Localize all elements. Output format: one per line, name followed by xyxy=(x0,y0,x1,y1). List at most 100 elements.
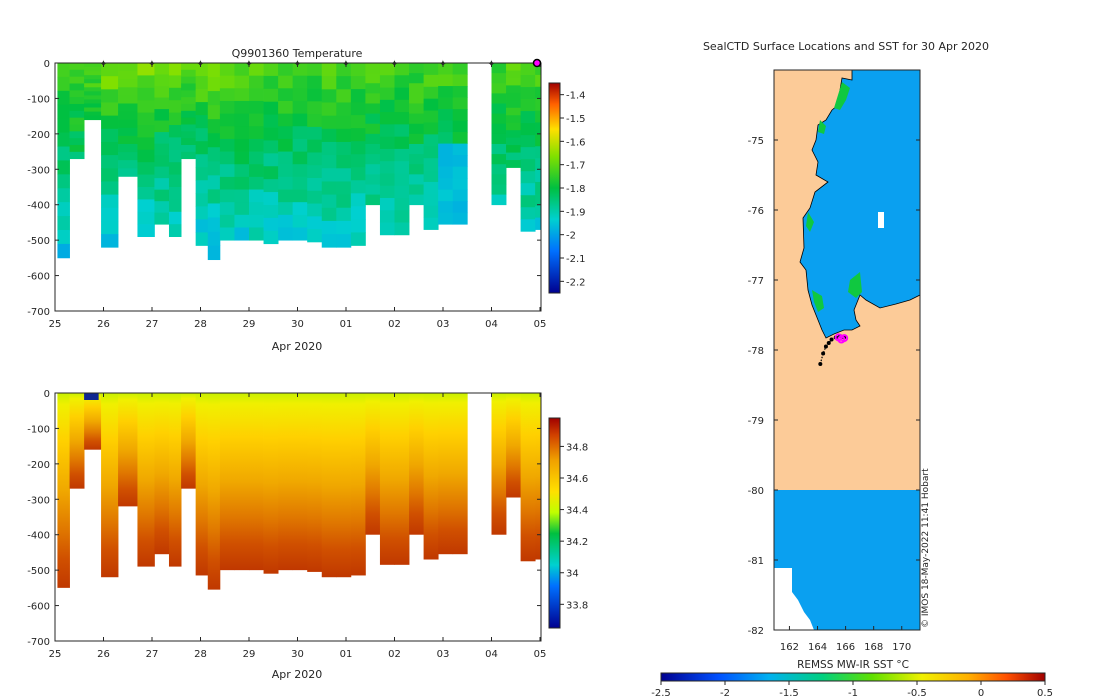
temperature-cell xyxy=(207,217,221,232)
temperature-cell xyxy=(350,206,366,220)
y-tick-label: -400 xyxy=(27,531,50,542)
temperature-cell xyxy=(409,103,424,115)
temperature-cell xyxy=(137,187,155,200)
temperature-cell xyxy=(137,224,155,237)
temperature-cell xyxy=(452,166,468,179)
temperature-cell xyxy=(409,164,424,175)
temperature-cell xyxy=(154,74,170,87)
temperature-cell xyxy=(84,71,102,76)
temperature-cell xyxy=(168,137,182,151)
temperature-cell xyxy=(336,76,352,90)
temperature-cell xyxy=(249,214,264,228)
y-tick-label: -700 xyxy=(27,307,50,318)
temperature-cell xyxy=(154,63,170,75)
temperature-cell xyxy=(219,164,235,178)
temperature-cell xyxy=(379,161,395,174)
temperature-cell xyxy=(292,100,308,115)
temperature-cell xyxy=(195,76,209,90)
temperature-cell xyxy=(278,88,294,102)
temperature-cell xyxy=(506,115,521,124)
temperature-cell xyxy=(249,189,264,203)
temperature-cell xyxy=(219,75,235,89)
temperature-cell xyxy=(278,63,294,77)
temperature-cell xyxy=(520,207,536,220)
temperature-cell xyxy=(101,194,119,209)
temperature-cell xyxy=(278,113,294,127)
temperature-cell xyxy=(118,168,138,177)
temperature-cell xyxy=(350,154,366,168)
salinity-profile xyxy=(249,393,264,571)
temperature-cell xyxy=(57,146,70,161)
temperature-cell xyxy=(181,76,197,84)
temperature-cell xyxy=(101,168,119,182)
temperature-cell xyxy=(423,170,439,183)
temperature-cell xyxy=(438,74,454,87)
temperature-cell xyxy=(394,222,410,236)
temperature-cell xyxy=(379,75,395,88)
temperature-cell xyxy=(336,102,352,117)
temperature-cell xyxy=(506,92,521,101)
map-surface-marker xyxy=(840,334,849,343)
surface-marker: ✦ xyxy=(487,59,495,70)
temperature-cell xyxy=(535,134,541,147)
temperature-cell xyxy=(365,174,381,185)
temperature-cell xyxy=(168,87,182,101)
colorbar-tick-label: 34.4 xyxy=(566,506,588,517)
temperature-cell xyxy=(195,193,209,207)
temperature-cell xyxy=(350,63,366,77)
temperature-cell xyxy=(292,138,308,152)
temperature-cell xyxy=(438,201,454,214)
temperature-cell xyxy=(292,227,308,241)
map-x-tick-label: 170 xyxy=(892,642,911,653)
temperature-cell xyxy=(207,77,221,92)
temperature-cell xyxy=(452,109,468,121)
colorbar-tick-label: -1.5 xyxy=(566,114,586,125)
temperature-cell xyxy=(101,128,119,143)
temperature-cell xyxy=(207,91,221,106)
temperature-cell xyxy=(409,123,424,135)
temperature-cell xyxy=(292,164,308,178)
temperature-cell xyxy=(452,212,468,225)
temperature-cell xyxy=(278,227,294,241)
temperature-cell xyxy=(101,220,119,235)
temperature-cell xyxy=(365,63,381,74)
temperature-cell xyxy=(69,124,85,132)
y-tick-label: -400 xyxy=(27,201,50,212)
temperature-cell xyxy=(491,73,507,84)
temperature-cell xyxy=(520,147,536,160)
temperature-cell xyxy=(101,141,119,156)
temperature-cell xyxy=(137,199,155,213)
temperature-cell xyxy=(452,132,468,144)
temperature-cell xyxy=(263,101,279,116)
temperature-cell xyxy=(506,107,521,116)
temperature-cell xyxy=(491,184,507,195)
temperature-cell xyxy=(535,110,541,123)
temperature-cell xyxy=(336,141,352,156)
temperature-cell xyxy=(491,154,507,165)
colorbar-tick-label: 34 xyxy=(566,569,579,580)
temperature-cell xyxy=(57,76,70,92)
colorbar-tick-label: -1.8 xyxy=(566,184,586,195)
temperature-cell xyxy=(137,149,155,163)
temperature-cell xyxy=(379,210,395,223)
temperature-xlabel: Apr 2020 xyxy=(272,340,323,353)
temperature-cell xyxy=(207,63,221,78)
temperature-cell xyxy=(57,202,70,217)
salinity-profile xyxy=(423,393,439,560)
temperature-cell xyxy=(84,79,102,84)
map-surface-markers xyxy=(818,333,849,366)
temperature-cell xyxy=(491,123,507,135)
temperature-cell xyxy=(438,97,454,110)
temperature-cell xyxy=(234,176,250,190)
map-y-tick-label: -77 xyxy=(748,276,764,287)
temperature-cell xyxy=(491,164,507,175)
temperature-cell xyxy=(84,115,102,121)
y-tick-label: -500 xyxy=(27,566,50,577)
colorbar-tick-label: -1.6 xyxy=(566,137,586,148)
y-tick-label: -300 xyxy=(27,495,50,506)
temperature-cell xyxy=(219,63,235,77)
temperature-cell xyxy=(249,227,264,241)
temperature-cell xyxy=(379,87,395,101)
temperature-cell xyxy=(195,180,209,194)
temperature-cell xyxy=(452,97,468,110)
